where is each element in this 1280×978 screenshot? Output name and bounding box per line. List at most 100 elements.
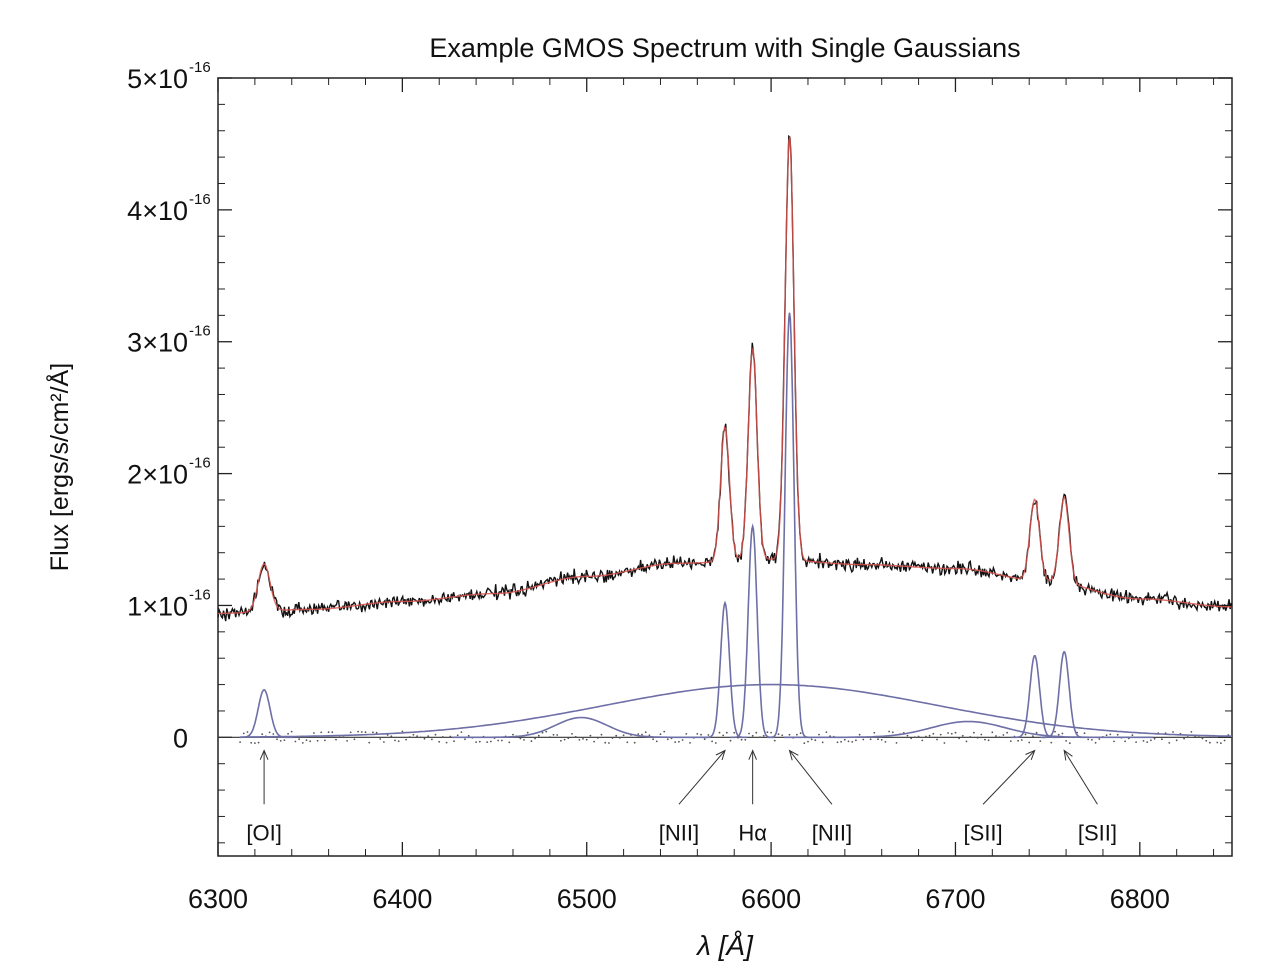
residual-point <box>895 742 898 744</box>
line-label-arrowhead <box>1025 749 1036 760</box>
residual-point <box>497 739 500 742</box>
residual-point <box>969 736 972 738</box>
residual-point <box>987 739 990 742</box>
residual-point <box>1175 739 1178 742</box>
residual-point <box>958 737 960 740</box>
residual-point <box>1039 740 1042 742</box>
residual-point <box>936 738 938 741</box>
y-tick-label: 2×10 <box>127 460 188 490</box>
line-label-arrowhead <box>1063 749 1073 761</box>
residual-point <box>368 741 371 744</box>
residual-point <box>637 733 640 735</box>
residual-point <box>847 740 850 743</box>
gaussian-component <box>452 716 711 739</box>
residual-point <box>276 738 278 741</box>
y-axis-label: Flux [ergs/s/cm²/Å] <box>44 363 74 571</box>
residual-point <box>523 739 525 741</box>
residual-point <box>287 732 289 735</box>
residual-point <box>711 740 713 743</box>
residual-point <box>869 738 872 741</box>
residual-point <box>1098 738 1101 740</box>
total-fit <box>218 136 1232 615</box>
residual-point <box>541 731 544 734</box>
residual-point <box>1124 740 1126 743</box>
residual-point <box>633 741 636 744</box>
residual-point <box>467 734 470 737</box>
gaussian-component <box>767 312 812 739</box>
residual-point <box>298 738 300 741</box>
residual-point <box>648 734 651 737</box>
observed-spectrum <box>217 134 1232 622</box>
residual-point <box>796 733 798 736</box>
residual-point <box>744 738 747 741</box>
residual-point <box>703 738 706 741</box>
residual-point <box>1216 741 1219 744</box>
residual-point <box>674 741 677 743</box>
residual-point <box>663 730 666 733</box>
residual-point <box>644 731 647 734</box>
y-tick-exponent: -16 <box>189 455 211 472</box>
residual-point <box>681 739 684 741</box>
residual-point <box>475 741 477 743</box>
residual-point <box>807 740 809 743</box>
residual-point <box>984 738 986 741</box>
residual-point <box>995 735 997 737</box>
residual-point <box>372 731 374 734</box>
x-tick-label: 6800 <box>1110 884 1170 914</box>
gaussian-component <box>784 720 1153 739</box>
residual-point <box>762 734 765 737</box>
residual-point <box>574 735 577 738</box>
residual-point <box>1094 741 1097 744</box>
residual-point <box>722 734 725 737</box>
line-label-text: Hα <box>738 820 767 845</box>
series-group <box>217 134 1233 745</box>
residual-point <box>1020 739 1023 741</box>
residual-point <box>530 740 533 743</box>
residual-point <box>939 733 942 736</box>
residual-point <box>615 734 618 737</box>
line-label-arrowhead <box>788 749 799 761</box>
residual-point <box>700 733 702 736</box>
residual-point <box>1161 738 1163 741</box>
residual-point <box>1091 739 1093 741</box>
residual-point <box>582 738 584 740</box>
residual-point <box>305 739 308 741</box>
residual-point <box>449 735 452 738</box>
residual-point <box>254 742 256 744</box>
residual-point <box>589 734 592 737</box>
residual-point <box>1061 732 1064 735</box>
residual-point <box>1168 742 1171 744</box>
residual-point <box>943 742 946 744</box>
residual-point <box>1172 731 1174 733</box>
residual-point <box>608 742 610 744</box>
residual-point <box>659 733 662 736</box>
residual-point <box>327 731 330 734</box>
residual-point <box>725 731 728 734</box>
y-tick-label: 5×10 <box>127 64 188 94</box>
residual-point <box>261 733 264 736</box>
residual-point <box>239 741 242 743</box>
residual-point <box>331 731 334 734</box>
residual-point <box>740 738 743 741</box>
residual-point <box>534 737 536 740</box>
residual-point <box>921 739 924 742</box>
residual-point <box>619 737 621 739</box>
residual-point <box>427 735 430 738</box>
residual-point <box>1002 734 1005 736</box>
residual-point <box>910 737 913 740</box>
residual-point <box>991 731 994 734</box>
y-tick-exponent: -16 <box>189 59 211 76</box>
residual-point <box>729 739 732 742</box>
y-tick-exponent: -16 <box>189 323 211 340</box>
line-label-text: [SII] <box>1078 820 1117 845</box>
residual-point <box>453 740 455 743</box>
residual-point <box>947 732 949 734</box>
residual-point <box>718 731 721 734</box>
residual-point <box>888 730 890 733</box>
residual-point <box>707 734 710 736</box>
x-axis-label: λ [Å] <box>695 930 754 961</box>
residual-point <box>1032 735 1034 737</box>
residual-point <box>501 739 503 742</box>
residual-point <box>545 730 548 733</box>
residual-point <box>1183 737 1185 740</box>
